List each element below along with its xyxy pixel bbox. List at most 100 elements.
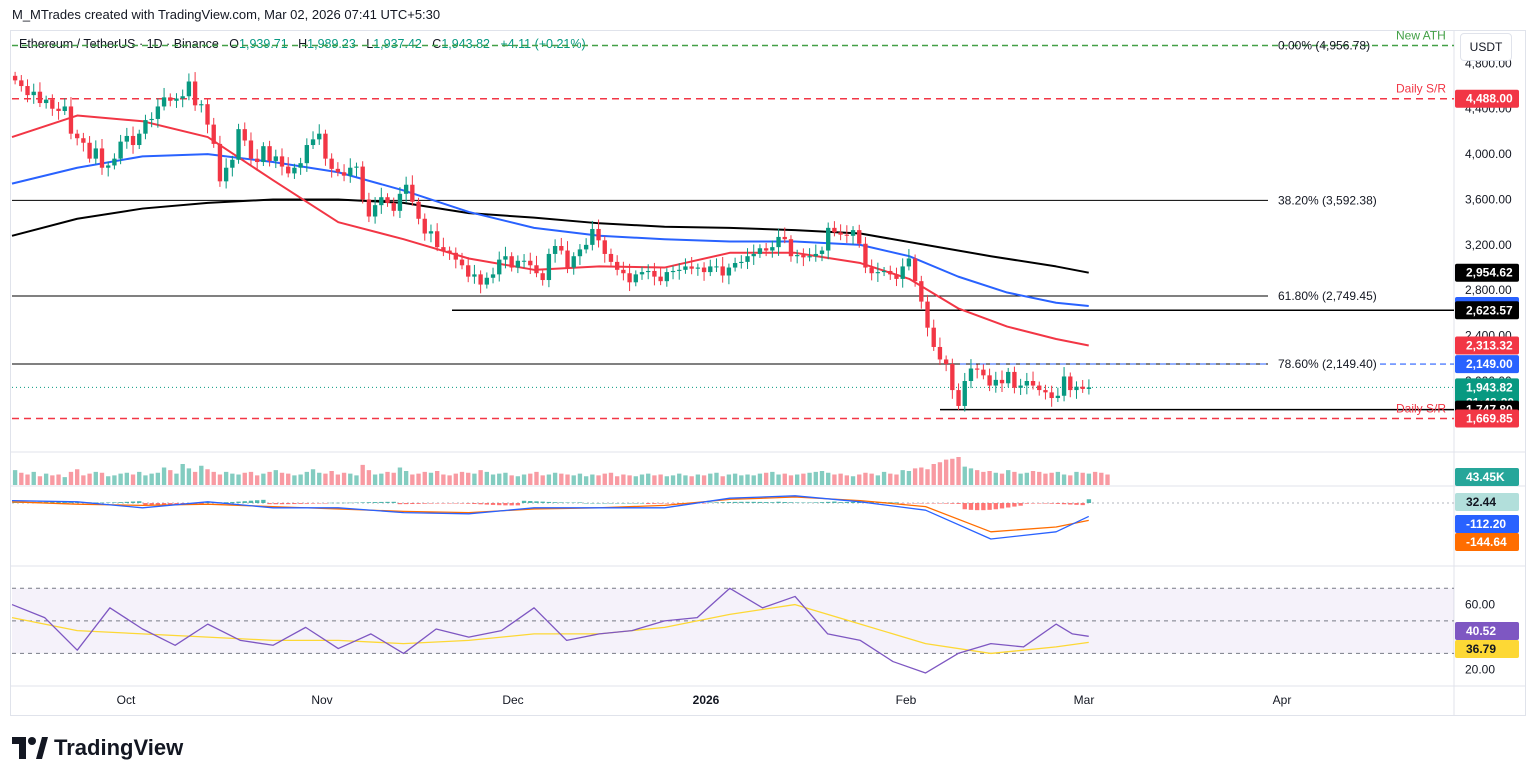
- volume-bar: [341, 472, 347, 485]
- macd-histogram-bar: [968, 503, 974, 510]
- candle-body: [62, 106, 67, 111]
- volume-bar: [155, 472, 161, 485]
- candle-body: [906, 258, 912, 267]
- volume-bar: [1092, 471, 1098, 485]
- volume-bar: [1049, 472, 1054, 485]
- macd-histogram-bar: [1068, 503, 1073, 505]
- volume-bar: [1012, 471, 1017, 485]
- volume-bar: [81, 475, 86, 485]
- brand-logo[interactable]: TradingView: [12, 735, 183, 761]
- macd-histogram-bar: [801, 502, 806, 504]
- currency-button[interactable]: USDT: [1460, 33, 1512, 61]
- candle-body: [1037, 385, 1042, 391]
- symbol-legend[interactable]: Ethereum / TetherUS · 1D · Binance O1,93…: [19, 37, 586, 51]
- volume-bar: [919, 467, 924, 485]
- volume-bar: [937, 462, 943, 485]
- macd-histogram-bar: [633, 503, 638, 504]
- volume-bar: [379, 473, 384, 485]
- candle-body: [341, 172, 347, 176]
- volume-bar: [174, 473, 179, 485]
- daily-sr-annotation: Daily S/R: [1396, 82, 1446, 96]
- volume-bar: [56, 474, 61, 485]
- symbol-title[interactable]: Ethereum / TetherUS · 1D · Binance: [19, 37, 219, 51]
- macd-histogram-bar: [236, 501, 241, 503]
- volume-bar: [1086, 473, 1092, 485]
- candle-body: [925, 301, 930, 328]
- candle-body: [1006, 371, 1011, 384]
- volume-bar: [993, 472, 998, 485]
- candle-body: [211, 124, 216, 144]
- volume-bar: [422, 471, 427, 485]
- macd-histogram-bar: [62, 502, 67, 503]
- candle-body: [937, 346, 943, 360]
- candle-body: [124, 135, 129, 142]
- volume-bar: [652, 475, 657, 485]
- macd-histogram-bar: [137, 501, 142, 503]
- volume-bar: [130, 474, 136, 485]
- volume-bar: [273, 470, 278, 485]
- price-badge-label: 2,149.00: [1466, 357, 1513, 371]
- candle-body: [310, 139, 316, 146]
- volume-bar: [497, 473, 502, 485]
- volume-bar: [894, 474, 899, 485]
- macd-histogram-bar: [397, 503, 403, 505]
- macd-histogram-bar: [68, 502, 74, 503]
- macd-histogram-bar: [1086, 499, 1092, 503]
- volume-bar: [528, 473, 533, 485]
- candle-body: [137, 133, 142, 146]
- candle-body: [372, 205, 378, 217]
- macd-histogram-bar: [776, 501, 781, 503]
- macd-histogram-bar: [540, 501, 545, 503]
- price-badge-label: 2,623.57: [1466, 303, 1513, 317]
- volume-bar: [776, 474, 781, 485]
- price-badge-label: 1,669.85: [1466, 411, 1513, 425]
- price-badge-label: 2,954.62: [1466, 266, 1513, 280]
- volume-bar: [900, 470, 905, 485]
- candle-body: [633, 274, 638, 283]
- macd-histogram-bar: [919, 503, 924, 504]
- volume-bar: [242, 472, 247, 485]
- candle-body: [497, 259, 502, 275]
- macd-histogram-bar: [577, 502, 583, 503]
- macd-histogram-bar: [770, 502, 775, 503]
- time-tick-label: Oct: [117, 693, 136, 707]
- candle-body: [931, 327, 936, 347]
- macd-histogram-bar: [304, 503, 309, 504]
- macd-histogram-bar: [832, 501, 837, 503]
- candle-body: [19, 80, 24, 87]
- candle-body: [68, 106, 74, 134]
- macd-histogram-bar: [627, 503, 632, 504]
- macd-histogram-bar: [199, 503, 204, 504]
- volume-bar: [192, 471, 198, 485]
- candle-body: [466, 265, 471, 277]
- volume-bar: [962, 466, 967, 485]
- volume-bar: [857, 474, 862, 485]
- candle-body: [726, 267, 732, 276]
- macd-histogram-bar: [223, 502, 229, 503]
- candle-body: [646, 270, 651, 273]
- macd-histogram-bar: [56, 501, 61, 503]
- volume-bar: [1030, 471, 1036, 485]
- macd-histogram-bar: [838, 502, 843, 503]
- volume-bar: [428, 472, 434, 485]
- volume-bar: [968, 468, 974, 485]
- candle-body: [43, 99, 49, 104]
- volume-bar: [137, 471, 142, 485]
- candle-body: [99, 148, 105, 168]
- chart-frame: [10, 30, 1526, 716]
- fib-level-label: 78.60% (2,149.40): [1278, 357, 1377, 371]
- candle-body: [75, 133, 80, 139]
- macd-histogram-bar: [279, 503, 285, 505]
- macd-histogram-bar: [894, 502, 899, 503]
- candle-body: [50, 99, 55, 109]
- macd-histogram-bar: [757, 501, 763, 503]
- volume-bar: [466, 472, 471, 485]
- macd-histogram-bar: [528, 501, 533, 503]
- macd-histogram-bar: [552, 502, 558, 503]
- candle-body: [639, 272, 645, 275]
- volume-bar: [124, 472, 129, 485]
- volume-bar: [1037, 471, 1042, 485]
- macd-histogram-bar: [515, 503, 521, 506]
- volume-bar: [813, 471, 818, 485]
